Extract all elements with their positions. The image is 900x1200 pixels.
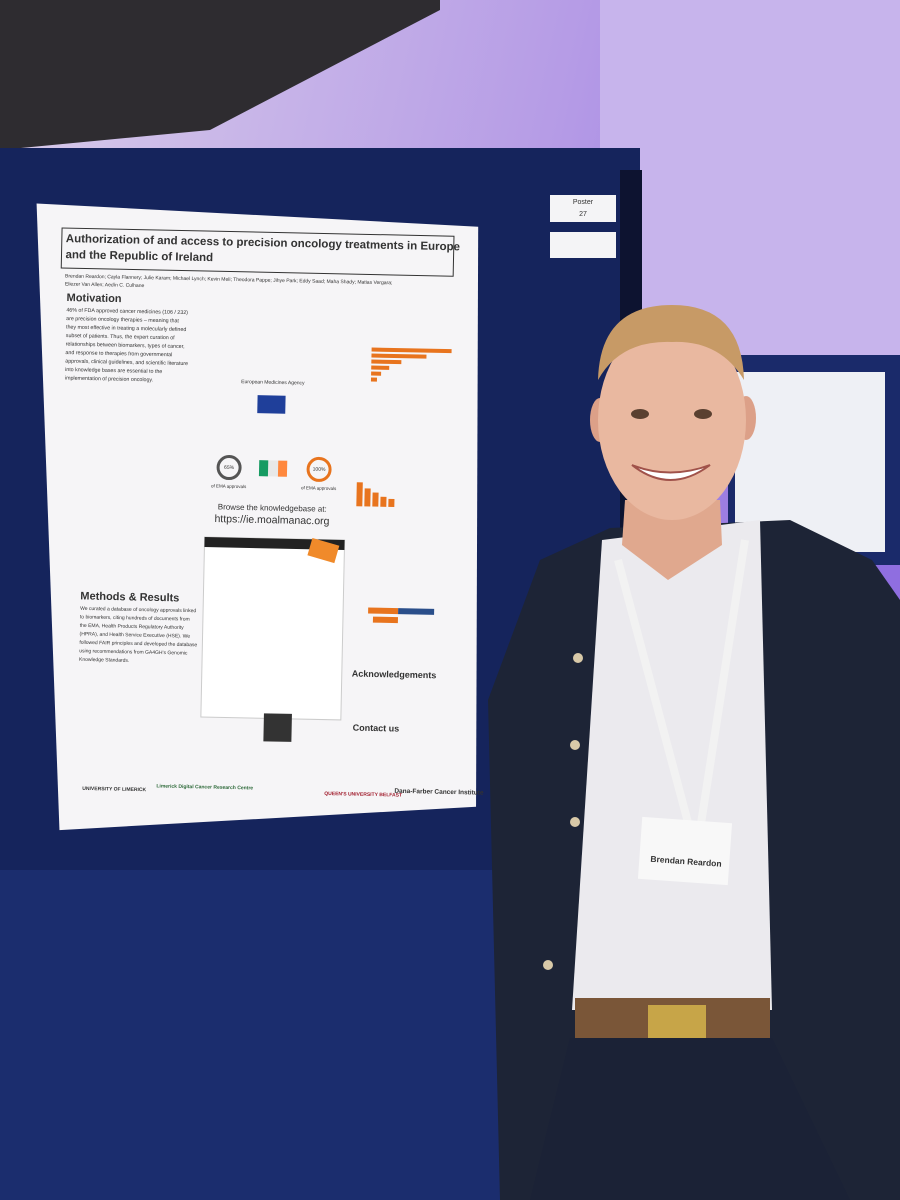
section-heading: Contact us [353,723,400,734]
poster-number-value: 27 [579,211,587,218]
app-screenshot [200,536,346,721]
body-line: followed FAIR principles and developed t… [79,640,197,648]
section-heading: Acknowledgements [352,669,437,681]
neck [622,500,722,580]
hair [598,305,744,380]
body-line: approvals, clinical guidelines, and scie… [65,359,188,368]
figure-caption: of EMA approvals [301,485,337,491]
body-line: and response to therapies from governmen… [65,350,172,358]
lanyard [614,539,749,832]
badge-name: Brendan Reardon [650,854,722,869]
figure-caption: of EMA approvals [211,483,247,489]
body-line: to biomarkers, citing hundreds of docume… [80,614,190,622]
flag-green [258,460,269,477]
smile [631,464,711,481]
chart-bars [356,347,452,624]
eye [694,409,712,419]
eye [631,409,649,419]
logo-text: UNIVERSITY OF LIMERICK [82,786,146,793]
logo-text: Limerick Digital Cancer Research Centre [156,783,253,791]
section-heading: Methods & Results [80,590,179,604]
body-line: they most effective in treating a molecu… [66,325,186,334]
body-line: We curated a database of oncology approv… [80,606,196,614]
poster: Authorization of and access to precision… [36,203,484,831]
body-line: the EMA, Health Products Regulatory Auth… [80,623,185,631]
trousers [530,1038,850,1200]
poster-number: Poster 27 [573,199,594,218]
body-line: implementation of precision oncology. [65,375,153,383]
logo-text: Dana-Farber Cancer Institute [394,788,484,797]
browse-label: Browse the knowledgebase at: [218,502,327,513]
body-line: subset of patients. Thus, the expert cur… [66,333,175,341]
section-heading: Motivation [66,292,122,305]
body-line: into knowledge bases are essential to th… [65,367,162,375]
logo-text: QUEEN'S UNIVERSITY BELFAST [324,791,402,799]
poster-title: and the Republic of Ireland [65,249,213,264]
pct-ring [306,456,332,482]
poster-number-card [550,195,616,222]
buttons [543,653,583,970]
name-badge [637,816,733,886]
sticker [307,537,340,564]
flag-orange [277,460,288,477]
badge-text: Brendan Reardon [650,854,722,869]
body-line: are precision oncology therapies – meani… [66,316,179,324]
app-header [204,537,345,550]
pct-ring [216,455,242,481]
title-box [60,227,455,277]
poster-authors: Eliezer Van Allen; Aedín C. Culhane [65,281,145,289]
poster-paper [36,203,479,831]
percent: 65% [224,465,235,471]
body-line: relationships between biomarkers, types … [66,342,185,350]
eu-flag [257,395,286,414]
info-card [550,232,616,258]
qr-code [263,713,292,742]
poster-number-label: Poster [573,199,594,206]
body-line: (HPRA), and Health Service Executive (HS… [80,631,191,639]
ceiling-structure [0,0,440,150]
body-line: using recommendations from GA4GH's Genom… [79,648,188,656]
browse-url: https://ie.moalmanac.org [214,513,329,527]
body-line: Knowledge Standards. [79,657,129,664]
body-line: 46% of FDA approved cancer medicines (10… [66,308,188,317]
wall-panel [600,0,900,360]
chart-bar-blue [398,608,435,615]
percent: 100% [313,467,326,473]
face [598,320,746,520]
figure-label: European Medicines Agency [241,379,305,386]
